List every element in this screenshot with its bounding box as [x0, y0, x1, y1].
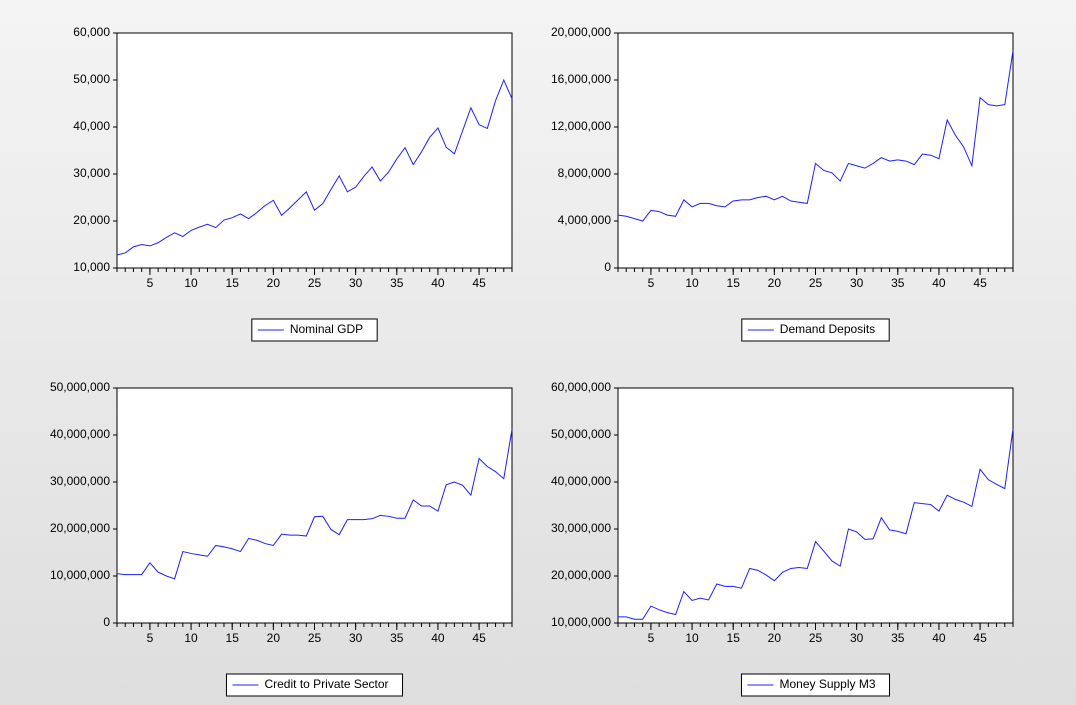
legend-box: [251, 318, 378, 342]
y-tick-label: 40,000: [73, 119, 110, 133]
x-tick-label: 20: [267, 631, 281, 645]
plot-area: [617, 387, 1014, 624]
x-tick-label: 20: [768, 631, 782, 645]
legend-label: Demand Deposits: [780, 322, 875, 336]
x-tick-label: 25: [308, 276, 322, 290]
x-tick-label: 45: [472, 631, 486, 645]
legend-label: Money Supply M3: [779, 677, 875, 691]
legend-box: [741, 318, 890, 342]
y-tick-label: 50,000,000: [50, 380, 110, 394]
legend: Credit to Private Sector: [225, 673, 404, 697]
series-line: [618, 428, 1014, 620]
legend: Demand Deposits: [741, 318, 890, 342]
x-tick-label: 35: [891, 631, 905, 645]
x-tick-label: 25: [308, 631, 322, 645]
legend-box: [740, 673, 891, 697]
plot-area: [617, 32, 1014, 269]
x-tick-label: 10: [184, 631, 198, 645]
chart: 10,000,000 20,000,000 30,000,000 40,000,000…: [551, 380, 1014, 697]
y-tick-label: 30,000: [73, 166, 110, 180]
y-tick-label: 50,000: [73, 72, 110, 86]
x-tick-label: 45: [472, 276, 486, 290]
y-tick-label: 0: [103, 615, 110, 629]
x-tick-label: 40: [932, 276, 946, 290]
x-tick-label: 30: [850, 276, 864, 290]
x-tick-label: 30: [850, 631, 864, 645]
y-tick-label: 0: [604, 260, 611, 274]
y-tick-label: 40,000,000: [50, 427, 110, 441]
y-tick-label: 20,000,000: [50, 521, 110, 535]
series-line: [617, 50, 1014, 222]
x-tick-label: 35: [390, 276, 404, 290]
y-tick-label: 30,000,000: [50, 474, 110, 488]
x-tick-label: 25: [809, 276, 823, 290]
x-tick-label: 45: [973, 276, 987, 290]
x-tick-label: 40: [431, 276, 445, 290]
x-tick-label: 5: [147, 276, 154, 290]
x-tick-label: 30: [349, 631, 363, 645]
y-tick-label: 20,000: [73, 213, 110, 227]
x-tick-label: 15: [226, 276, 240, 290]
y-tick-label: 4,000,000: [558, 213, 612, 227]
chart: 0 4,000,000 8,000,000 12,000,000 16,000,000 2…: [551, 25, 1014, 342]
x-tick-label: 15: [727, 276, 741, 290]
y-tick-label: 20,000,000: [551, 568, 611, 582]
plot-area: [116, 387, 513, 624]
y-tick-label: 10,000,000: [551, 615, 611, 629]
legend: Nominal GDP: [251, 318, 378, 342]
legend: Money Supply M3: [740, 673, 891, 697]
x-tick-label: 30: [349, 276, 363, 290]
x-tick-label: 5: [648, 276, 655, 290]
x-tick-label: 10: [685, 276, 699, 290]
x-tick-label: 40: [431, 631, 445, 645]
x-tick-label: 10: [184, 276, 198, 290]
x-tick-label: 15: [727, 631, 741, 645]
x-tick-label: 25: [809, 631, 823, 645]
y-tick-label: 50,000,000: [551, 427, 611, 441]
series-line: [116, 429, 513, 580]
y-tick-label: 16,000,000: [551, 72, 611, 86]
y-tick-label: 60,000,000: [551, 380, 611, 394]
chart: 0 10,000,000 20,000,000 30,000,000 40,000,00…: [50, 380, 513, 697]
plot-area: [116, 32, 513, 269]
x-tick-label: 35: [390, 631, 404, 645]
legend-label: Nominal GDP: [290, 322, 363, 336]
series-line: [116, 78, 513, 256]
y-tick-label: 10,000: [73, 260, 110, 274]
legend-label: Credit to Private Sector: [264, 677, 388, 691]
x-tick-label: 5: [648, 631, 655, 645]
y-tick-label: 10,000,000: [50, 568, 110, 582]
y-tick-label: 40,000,000: [551, 474, 611, 488]
x-tick-label: 40: [932, 631, 946, 645]
chart: 10,000 20,000 30,000 40,000 50,000 60,000 5 10 1…: [73, 25, 513, 342]
y-tick-label: 30,000,000: [551, 521, 611, 535]
x-tick-label: 20: [267, 276, 281, 290]
y-tick-label: 8,000,000: [558, 166, 612, 180]
x-tick-label: 10: [685, 631, 699, 645]
y-tick-label: 20,000,000: [551, 25, 611, 39]
y-tick-label: 12,000,000: [551, 119, 611, 133]
legend-box: [225, 673, 404, 697]
x-tick-label: 15: [226, 631, 240, 645]
x-tick-label: 5: [147, 631, 154, 645]
x-tick-label: 35: [891, 276, 905, 290]
x-tick-label: 45: [973, 631, 987, 645]
y-tick-label: 60,000: [73, 25, 110, 39]
x-tick-label: 20: [768, 276, 782, 290]
